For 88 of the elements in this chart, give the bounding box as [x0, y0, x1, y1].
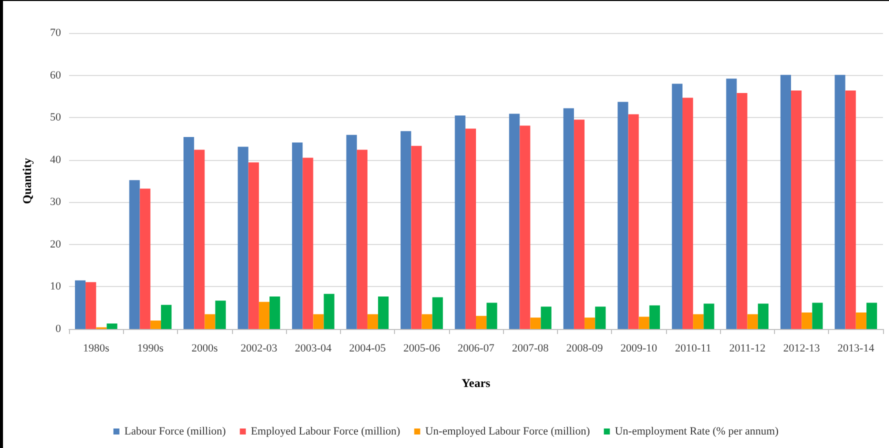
- x-tick-label: 2002-03: [240, 342, 278, 354]
- bar: [184, 137, 194, 329]
- legend-label: Un-employment Rate (% per annum): [614, 426, 779, 438]
- legend-label: Un-employed Labour Force (million): [425, 426, 590, 438]
- bar: [649, 305, 660, 329]
- y-tick-label: 0: [56, 323, 62, 335]
- x-axis-title: Years: [462, 376, 491, 390]
- y-tick-label: 20: [50, 238, 62, 250]
- bar: [400, 131, 412, 329]
- bar: [540, 306, 552, 329]
- legend-label: Employed Labour Force (million): [250, 426, 401, 438]
- bar: [595, 306, 606, 329]
- bar: [672, 84, 682, 329]
- bar: [302, 158, 314, 329]
- bar: [574, 120, 585, 329]
- bar: [758, 304, 768, 329]
- bar: [747, 314, 758, 329]
- legend-label: Labour Force (million): [124, 426, 226, 438]
- bar: [258, 302, 270, 329]
- bar: [378, 296, 389, 329]
- bar: [834, 74, 846, 329]
- x-tick-label: 2009-10: [620, 342, 658, 354]
- bar: [194, 150, 205, 329]
- x-tick-label: 2012-13: [783, 342, 820, 354]
- bar: [215, 300, 226, 329]
- bar: [509, 114, 520, 329]
- bar: [74, 280, 86, 329]
- x-tick-label: 1980s: [82, 342, 110, 354]
- bar: [856, 312, 866, 329]
- bar: [324, 294, 334, 329]
- x-tick-label: 2011-12: [729, 342, 766, 354]
- bar: [411, 146, 422, 329]
- x-tick-label: 2013-14: [838, 342, 875, 354]
- bar: [726, 78, 737, 329]
- bar: [270, 296, 280, 329]
- bar: [486, 302, 498, 329]
- bar: [682, 98, 694, 329]
- bar: [812, 302, 823, 329]
- bar: [866, 302, 878, 329]
- y-tick-label: 40: [50, 154, 62, 166]
- y-tick-label: 50: [50, 112, 62, 124]
- bar: [106, 324, 118, 329]
- y-tick-label: 70: [50, 27, 62, 39]
- bar: [292, 142, 303, 329]
- bar: [140, 188, 150, 329]
- bar: [454, 115, 466, 329]
- bar: [238, 146, 248, 329]
- bar: [150, 320, 161, 329]
- x-tick-label: 1990s: [137, 342, 164, 354]
- bar: [638, 316, 650, 329]
- bar: [802, 312, 812, 329]
- bar: [432, 297, 443, 329]
- bar: [346, 134, 357, 329]
- y-tick-label: 60: [50, 69, 62, 82]
- bar: [780, 74, 792, 329]
- x-tick-label: 2007-08: [512, 342, 550, 354]
- bar: [618, 102, 628, 329]
- bar: [693, 314, 704, 329]
- y-tick-label: 10: [50, 280, 62, 293]
- bar: [204, 314, 216, 329]
- bar: [845, 90, 856, 329]
- bar: [628, 114, 639, 329]
- x-tick-label: 2000s: [192, 342, 218, 354]
- bar: [248, 162, 259, 329]
- bar: [736, 93, 748, 329]
- bar: [520, 126, 530, 329]
- bar: [476, 316, 487, 329]
- bar: [313, 314, 324, 329]
- x-tick-label: 2008-09: [566, 342, 604, 354]
- bar: [422, 314, 432, 329]
- y-axis-title: Quantity: [20, 158, 34, 204]
- bar: [563, 108, 574, 329]
- bar: [704, 304, 714, 329]
- bar: [584, 318, 596, 329]
- bar: [465, 128, 476, 329]
- bar: [86, 282, 96, 329]
- bar: [791, 90, 802, 329]
- y-tick-label: 30: [50, 196, 62, 208]
- x-tick-label: 2006-07: [458, 342, 495, 354]
- bar: [530, 318, 541, 329]
- x-tick-label: 2010-11: [674, 342, 712, 354]
- x-tick-label: 2005-06: [403, 342, 441, 354]
- x-tick-label: 2004-05: [349, 342, 386, 354]
- bar: [129, 180, 140, 329]
- bar: [356, 150, 368, 329]
- x-tick-label: 2003-04: [294, 342, 332, 354]
- bar: [367, 314, 378, 329]
- bar: [160, 304, 172, 329]
